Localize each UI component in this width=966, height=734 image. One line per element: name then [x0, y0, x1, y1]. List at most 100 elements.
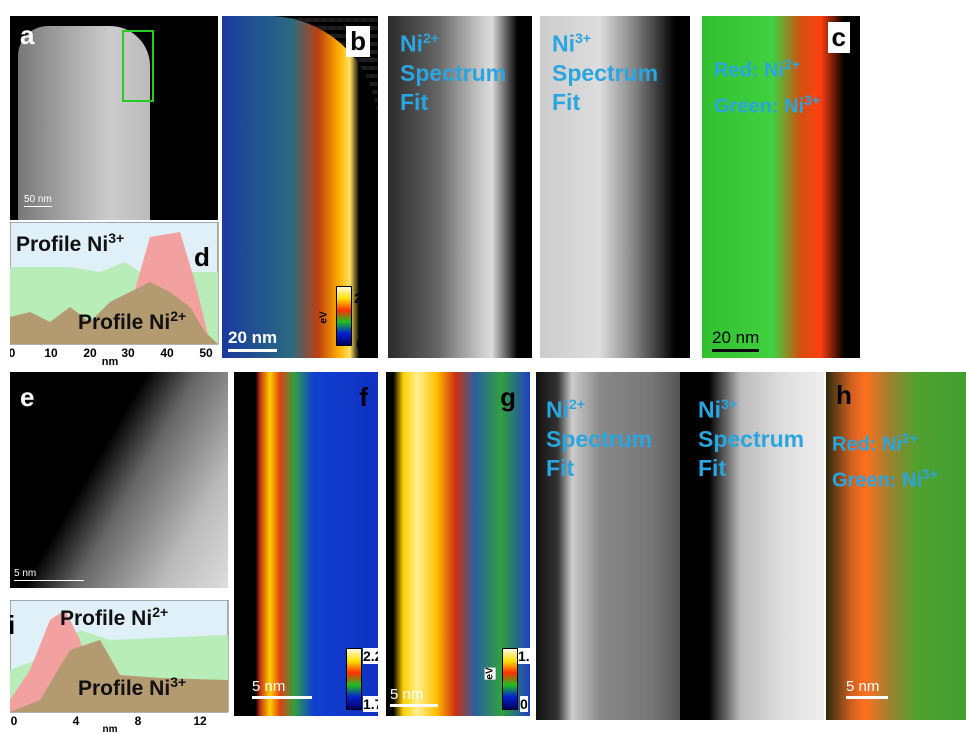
colorbar-unit: eV [485, 667, 496, 679]
panel-b: b 2.3 0 eV 20 nm [222, 16, 378, 358]
panel-letter: d [194, 242, 210, 273]
scale-bar-label: 5 nm [252, 678, 285, 695]
x-tick-label: 0 [10, 346, 15, 360]
text: 2+ [423, 30, 439, 46]
colorbar-max: 1.5 [518, 648, 530, 664]
overlay-legend: Red: Ni2+ Green: Ni3+ [714, 50, 820, 121]
text: Spectrum [552, 60, 658, 86]
x-tick-label: 8 [135, 714, 142, 728]
roi-box [122, 30, 154, 102]
panel-ni2-fit-bottom: Ni2+ Spectrum Fit [536, 372, 680, 720]
panel-letter: f [359, 382, 368, 413]
colorbar [336, 286, 352, 346]
scale-bar-label: 5 nm [14, 568, 36, 579]
text: 3+ [108, 230, 124, 246]
text: Green: Ni [832, 469, 922, 491]
text: 2+ [784, 56, 800, 72]
colorbar [502, 648, 518, 710]
overlay-legend: Red: Ni2+ Green: Ni3+ [832, 424, 938, 495]
scale-bar-label: 20 nm [228, 328, 277, 347]
scale-bar: 20 nm [712, 328, 759, 352]
text: 3+ [721, 396, 737, 412]
text: Red: Ni [714, 60, 784, 82]
scale-bar: 5 nm [390, 686, 438, 707]
text: 3+ [170, 674, 186, 690]
colorbar [346, 648, 362, 710]
panel-letter: a [20, 20, 34, 51]
scale-bar-label: 50 nm [24, 194, 52, 205]
scale-bar: 5 nm [252, 678, 312, 699]
panel-ni3-fit-bottom: Ni3+ Spectrum Fit [680, 372, 824, 720]
text: Fit [552, 89, 580, 115]
x-tick-label: 40 [160, 346, 173, 360]
text: 2+ [152, 604, 168, 620]
text: Spectrum [546, 426, 652, 452]
profile-label: Profile Ni3+ [78, 674, 186, 701]
map [222, 16, 378, 358]
figure: a 50 nm Profile Ni3+ Profile Ni2+ d 0 10… [0, 0, 966, 734]
panel-h: h Red: Ni2+ Green: Ni3+ 5 nm [826, 372, 966, 720]
colorbar-max: 2.3 [354, 290, 373, 306]
panel-letter: g [500, 382, 516, 413]
text: Fit [546, 455, 574, 481]
colorbar-min: 1.7 [363, 696, 378, 712]
panel-letter: i [10, 610, 15, 641]
profile-label: Profile Ni2+ [78, 308, 186, 335]
text: Green: Ni [714, 95, 804, 117]
text: 3+ [804, 92, 820, 108]
panel-f: f 2.2 1.7 5 nm [234, 372, 378, 716]
x-tick-label: 10 [44, 346, 57, 360]
panel-ni2-fit: Ni2+ Spectrum Fit [388, 16, 532, 358]
text: Red: Ni [832, 434, 902, 456]
scale-bar: 20 nm [228, 328, 277, 352]
text: 2+ [902, 430, 918, 446]
text: Ni [698, 397, 721, 423]
profile-label: Profile Ni3+ [16, 230, 124, 257]
scale-bar: 50 nm [24, 194, 52, 207]
panel-letter: b [346, 26, 370, 57]
text: Spectrum [698, 426, 804, 452]
text: 2+ [170, 308, 186, 324]
scale-bar-label: 20 nm [712, 328, 759, 347]
colorbar-min: 0 [520, 696, 528, 712]
x-tick-label: 12 [193, 714, 206, 728]
panel-i: i Profile Ni2+ Profile Ni3+ 0 4 8 12 nm [10, 600, 232, 734]
scale-bar-label: 5 nm [390, 686, 423, 703]
x-tick-label: 0 [11, 714, 18, 728]
panel-c: c Red: Ni2+ Green: Ni3+ 20 nm [702, 16, 860, 358]
colorbar-unit: eV [319, 311, 330, 323]
ni-label: Ni2+ Spectrum Fit [400, 24, 506, 117]
panel-letter: h [836, 380, 852, 411]
panel-g: g 1.5 0 eV 5 nm [386, 372, 530, 716]
text: Fit [400, 89, 428, 115]
text: 3+ [575, 30, 591, 46]
text: 3+ [922, 466, 938, 482]
profile-label: Profile Ni2+ [60, 604, 168, 631]
text: Ni [552, 31, 575, 57]
x-axis-label: nm [102, 356, 119, 367]
panel-letter: e [20, 382, 34, 413]
text: Fit [698, 455, 726, 481]
ni-label: Ni2+ Spectrum Fit [546, 390, 652, 483]
x-tick-label: 4 [73, 714, 80, 728]
panel-letter: c [828, 22, 850, 53]
panel-ni3-fit: Ni3+ Spectrum Fit [540, 16, 690, 358]
scale-bar: 5 nm [14, 568, 84, 581]
x-axis-label: nm [103, 724, 118, 734]
panel-e: e 5 nm [10, 372, 228, 588]
ni-label: Ni3+ Spectrum Fit [698, 390, 804, 483]
colorbar-max: 2.2 [363, 648, 378, 664]
text: Ni [400, 31, 423, 57]
scale-bar-label: 5 nm [846, 678, 879, 695]
x-tick-label: 20 [83, 346, 96, 360]
text: Spectrum [400, 60, 506, 86]
scale-bar: 5 nm [846, 678, 888, 699]
text: Profile Ni [78, 677, 170, 700]
text: 2+ [569, 396, 585, 412]
text: Profile Ni [16, 233, 108, 256]
text: Ni [546, 397, 569, 423]
text: Profile Ni [60, 607, 152, 630]
x-tick-label: 30 [121, 346, 134, 360]
panel-d: Profile Ni3+ Profile Ni2+ d 0 10 20 30 4… [10, 222, 220, 367]
ni-label: Ni3+ Spectrum Fit [552, 24, 658, 117]
